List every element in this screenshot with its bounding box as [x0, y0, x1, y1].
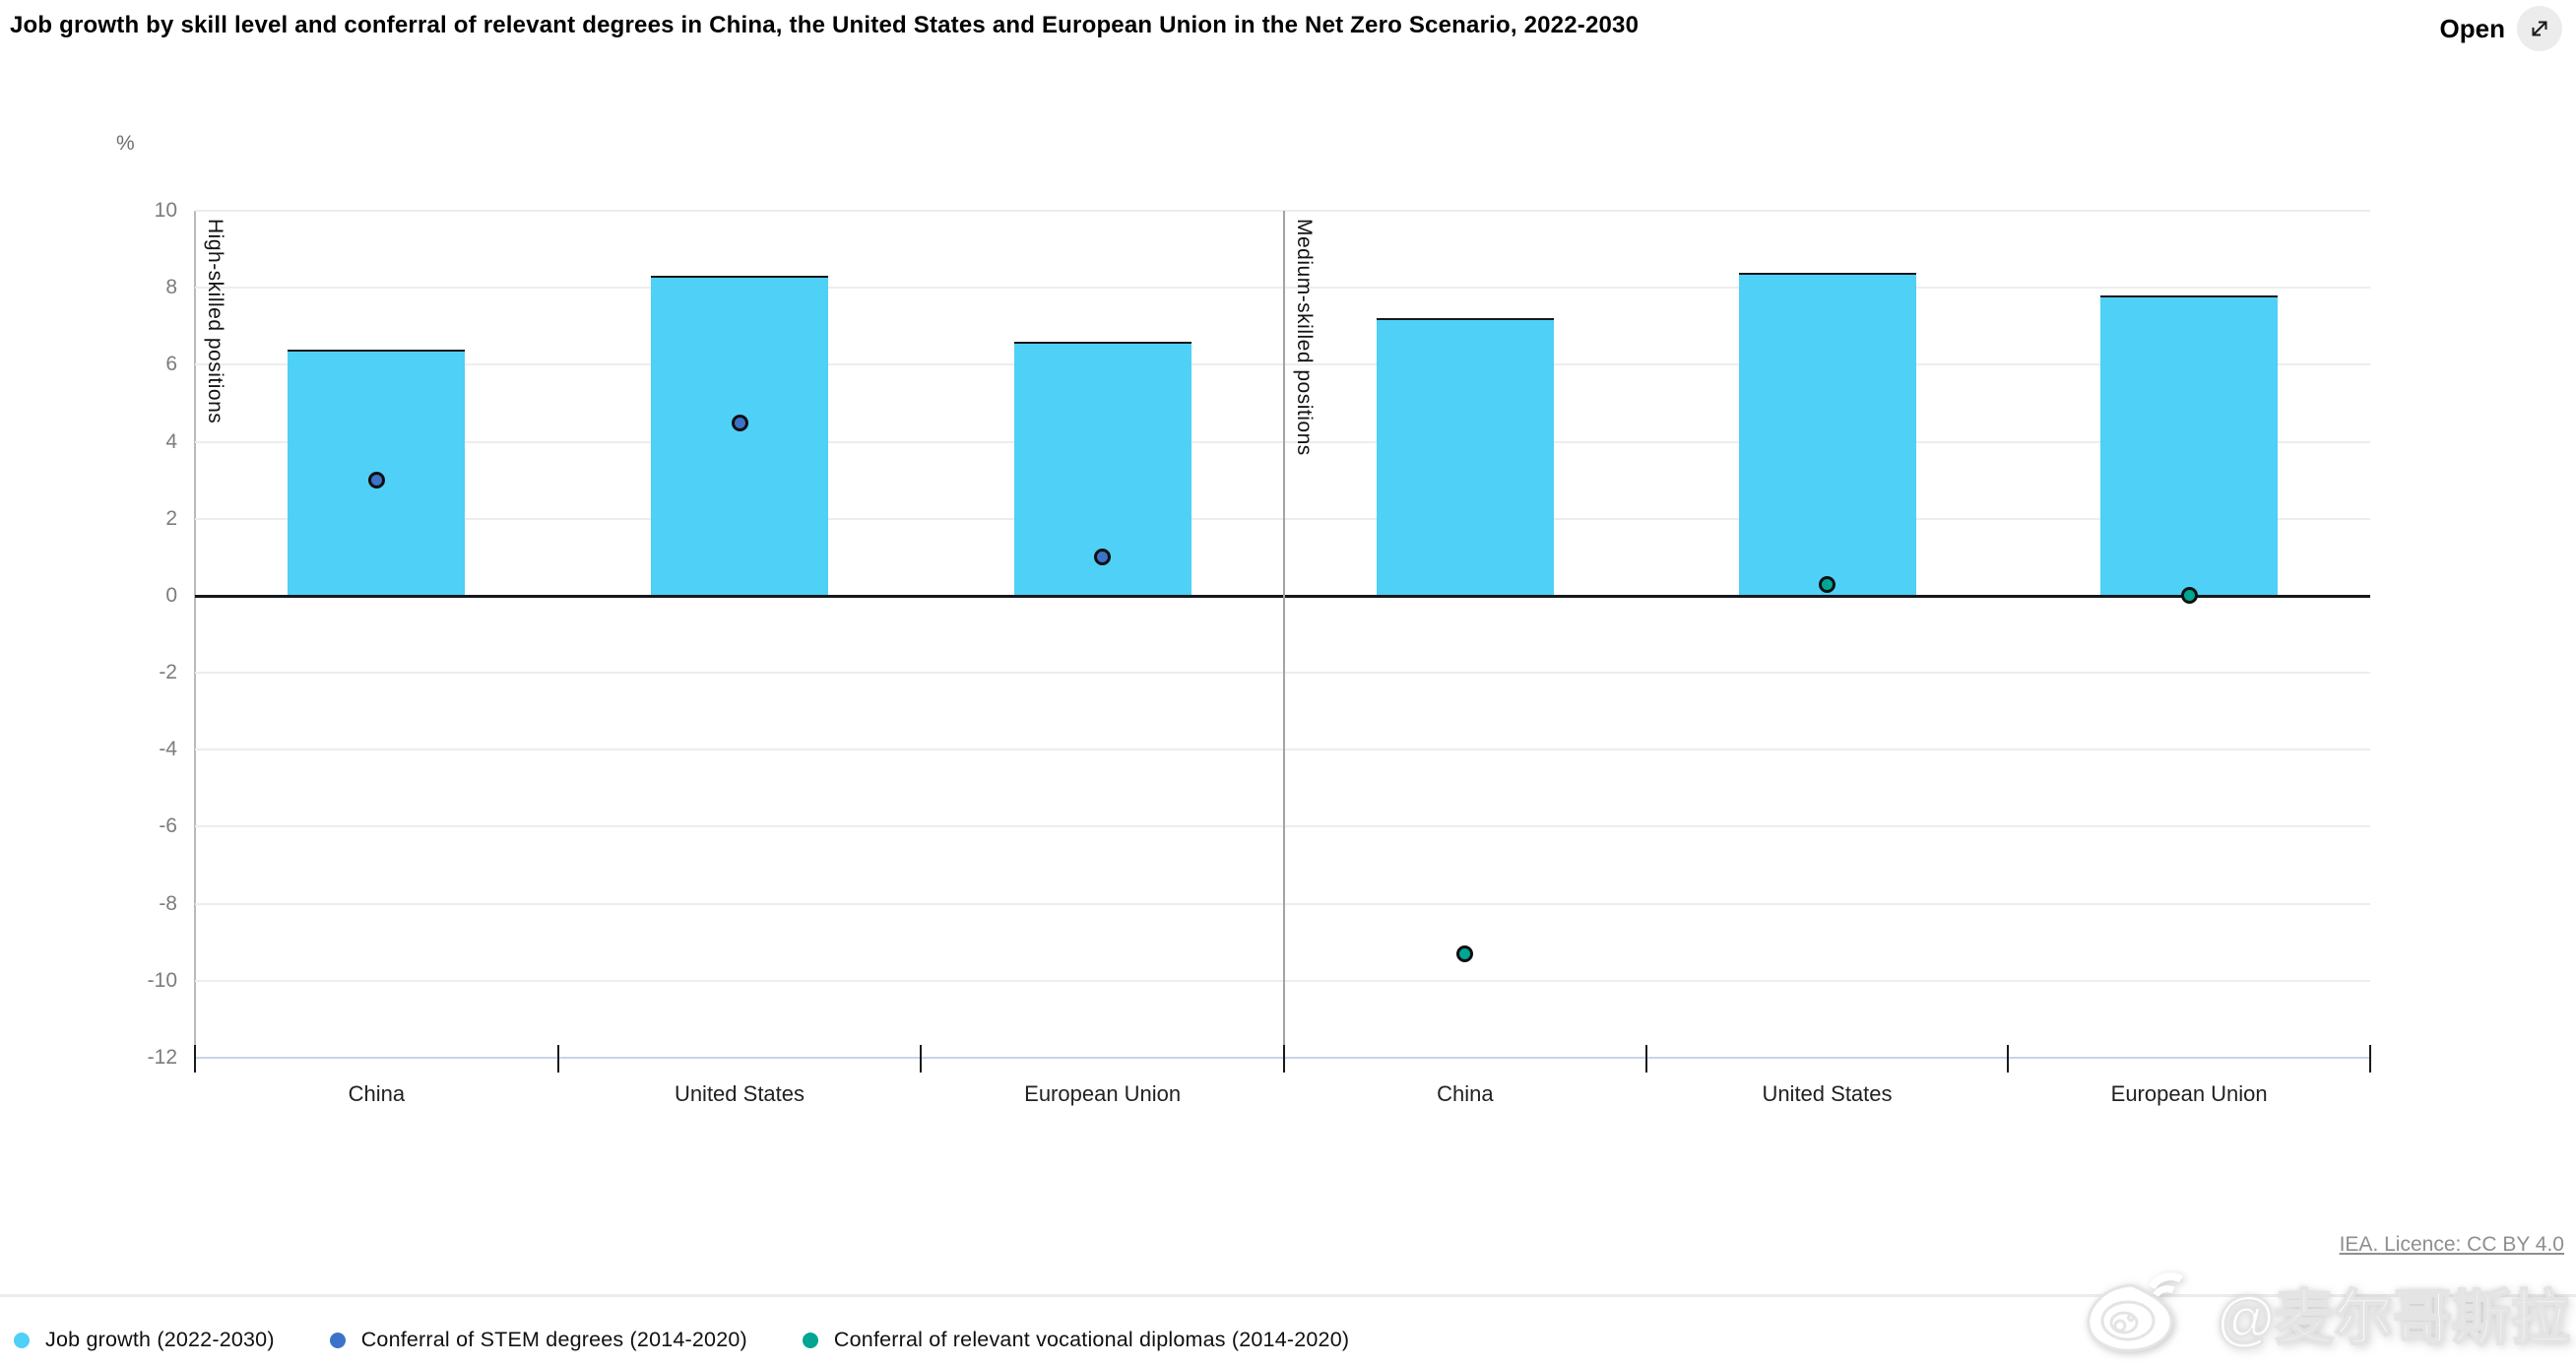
legend-label: Job growth (2022-2030): [45, 1328, 275, 1351]
x-axis-tick: [920, 1045, 923, 1073]
x-axis-tick: [194, 1045, 196, 1073]
weibo-icon: [2083, 1264, 2199, 1363]
data-point-china[interactable]: [367, 472, 385, 489]
bar-european-union[interactable]: [2100, 295, 2279, 596]
watermark-text: @麦尔哥斯拉: [2216, 1284, 2571, 1352]
gridline-y-0: [195, 594, 2370, 598]
data-point-china[interactable]: [1456, 944, 1474, 962]
data-point-united-states[interactable]: [1819, 575, 1835, 593]
iea-licence-link[interactable]: IEA. Licence: CC BY 4.0: [2339, 1233, 2564, 1256]
legend-marker-icon: [14, 1332, 30, 1348]
gridline-y-2: [195, 517, 2370, 520]
y-tick-label: 0: [165, 583, 177, 607]
y-tick-label: -12: [147, 1046, 177, 1069]
bar-china[interactable]: [1376, 318, 1554, 596]
y-axis-line: [194, 211, 196, 1060]
legend-item-2[interactable]: Conferral of relevant vocational diploma…: [802, 1328, 1350, 1352]
y-tick-label: 2: [165, 506, 177, 530]
panel-label-high-skilled: High-skilled positions: [204, 219, 226, 424]
x-axis-tick: [1283, 1045, 1285, 1073]
y-tick-label: -2: [159, 661, 177, 684]
gridline-y-10: [195, 210, 2370, 212]
gridline-y--8: [195, 902, 2370, 905]
plot-area: 10 8 6 4 2 0 -2 -4 -6 -8 -10 -12 High-skilled positi…: [148, 199, 2371, 1106]
legend-item-0[interactable]: Job growth (2022-2030): [14, 1328, 275, 1352]
legend-marker-icon: [329, 1332, 346, 1348]
x-axis-tick: [556, 1045, 559, 1073]
x-axis-tick: [2007, 1045, 2010, 1073]
gridline-y--2: [195, 672, 2370, 675]
data-point-european-union[interactable]: [1094, 549, 1112, 566]
gridline-y--10: [195, 979, 2370, 982]
x-category-label: European Union: [2110, 1081, 2268, 1106]
gridline-y-6: [195, 363, 2370, 366]
open-button-label: Open: [2439, 13, 2505, 43]
legend-label: Conferral of STEM degrees (2014-2020): [360, 1328, 747, 1351]
legend-marker-icon: [802, 1332, 818, 1348]
x-category-label: European Union: [1024, 1081, 1182, 1106]
watermark: @麦尔哥斯拉: [2083, 1264, 2571, 1363]
y-tick-label: 4: [165, 429, 177, 453]
data-point-united-states[interactable]: [731, 414, 748, 431]
legend-label: Conferral of relevant vocational diploma…: [833, 1328, 1350, 1351]
y-tick-label: -8: [159, 891, 177, 915]
x-category-label: China: [1437, 1081, 1494, 1106]
legend-item-1[interactable]: Conferral of STEM degrees (2014-2020): [329, 1328, 747, 1352]
expand-arrows-icon: [2517, 6, 2562, 51]
data-point-european-union[interactable]: [2180, 587, 2198, 605]
y-tick-label: 6: [165, 353, 177, 376]
y-tick-label: -6: [159, 814, 177, 838]
gridline-y-4: [195, 440, 2370, 443]
gridline-y-8: [195, 287, 2370, 290]
x-axis-tick: [2369, 1045, 2371, 1073]
gridline-y--12: [195, 1057, 2370, 1059]
footer-divider: [0, 1294, 2576, 1297]
y-tick-label: 8: [165, 276, 177, 299]
panel-label-medium-skilled: Medium-skilled positions: [1293, 219, 1316, 456]
bar-united-states[interactable]: [651, 276, 828, 596]
y-tick-label: -4: [159, 738, 177, 761]
y-tick-label: -10: [147, 968, 177, 992]
x-category-label: United States: [674, 1081, 805, 1106]
x-category-label: China: [348, 1081, 406, 1106]
panel-divider: [1283, 211, 1285, 1060]
bar-united-states[interactable]: [1738, 272, 1916, 596]
open-button[interactable]: Open: [2440, 6, 2562, 51]
y-tick-label: 10: [154, 199, 177, 222]
chart-legend: Job growth (2022-2030) Conferral of STEM …: [14, 1328, 1349, 1352]
y-axis-unit-label: %: [116, 132, 135, 155]
x-category-label: United States: [1762, 1081, 1893, 1106]
gridline-y--6: [195, 825, 2370, 828]
chart-title: Job growth by skill level and conferral …: [10, 12, 1640, 38]
gridline-y--4: [195, 749, 2370, 751]
x-axis-tick: [1644, 1045, 1647, 1073]
